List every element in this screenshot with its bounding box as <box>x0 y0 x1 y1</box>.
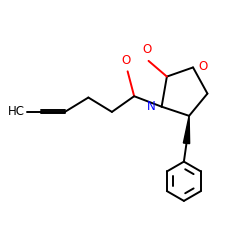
Polygon shape <box>183 116 190 143</box>
Text: O: O <box>199 60 208 72</box>
Text: N: N <box>147 100 156 113</box>
Text: O: O <box>122 54 131 67</box>
Text: HC: HC <box>8 106 25 118</box>
Text: O: O <box>142 43 152 56</box>
